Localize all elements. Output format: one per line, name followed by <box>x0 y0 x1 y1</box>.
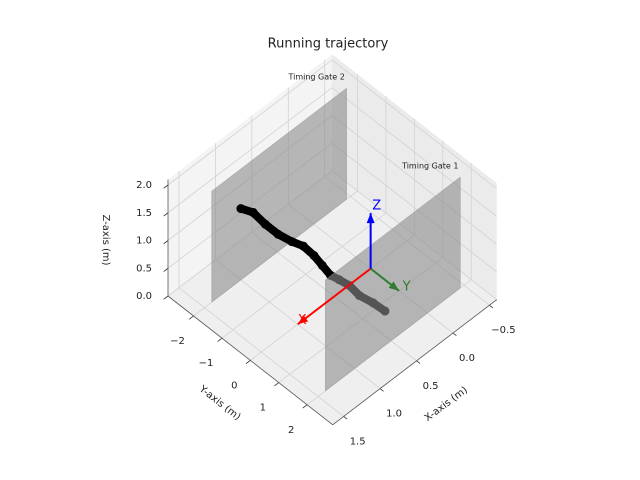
chart-title: Running trajectory <box>268 37 389 52</box>
z-tick-label: 0.0 <box>136 291 152 302</box>
gate-label: Timing Gate 2 <box>287 73 344 82</box>
tick-mark <box>302 404 308 409</box>
arrow-label: X <box>298 313 307 328</box>
z-tick-label: 1.0 <box>136 236 152 247</box>
tick-mark <box>188 315 194 320</box>
y-tick-label: 2 <box>288 425 294 436</box>
grid-line <box>331 87 497 217</box>
axis-line <box>167 295 333 426</box>
y-tick-label: 0 <box>231 380 237 391</box>
tick-mark <box>163 212 169 217</box>
trajectory-point <box>248 207 258 217</box>
tick-mark <box>245 360 251 365</box>
x-tick-label: 1.0 <box>386 409 402 420</box>
tick-mark <box>217 337 223 342</box>
y-tick-label: −1 <box>199 358 214 369</box>
tick-mark <box>163 184 169 189</box>
x-tick-label: 0.5 <box>423 381 439 392</box>
grid-line <box>331 115 497 245</box>
grid-line <box>221 212 387 339</box>
grid-line <box>331 59 497 189</box>
z-axis-label: Z-axis (m) <box>100 214 111 265</box>
trajectory-point <box>236 204 246 214</box>
arrow-label: Z <box>372 199 381 214</box>
arrow-head <box>388 281 400 291</box>
tick-mark <box>379 388 384 392</box>
trajectory-point <box>260 219 270 229</box>
x-tick-label: −0.5 <box>491 325 515 336</box>
tick-mark <box>163 295 169 300</box>
timing-gate <box>211 87 347 303</box>
tick-mark <box>416 360 421 364</box>
z-tick-label: 0.5 <box>136 263 152 274</box>
trajectory-point <box>317 260 327 270</box>
z-tick-label: 2.0 <box>136 180 152 191</box>
trajectory-point <box>273 229 283 239</box>
tick-mark <box>163 240 169 245</box>
grid-line <box>331 142 497 273</box>
tick-mark <box>274 382 280 387</box>
tick-mark <box>163 267 169 272</box>
x-tick-label: 0.0 <box>459 353 475 364</box>
axis-arrow <box>297 267 372 326</box>
x-tick-label: 1.5 <box>350 436 366 447</box>
arrow-head <box>297 314 309 325</box>
tick-mark <box>489 304 494 309</box>
trajectory-point <box>309 251 319 261</box>
trajectory-point <box>287 237 297 247</box>
y-tick-label: 1 <box>260 403 266 414</box>
trajectory-point <box>298 241 308 251</box>
tick-mark <box>343 416 348 420</box>
z-tick-label: 1.5 <box>136 208 152 219</box>
tick-mark <box>452 332 457 336</box>
arrow-label: Y <box>402 280 411 295</box>
axis-line <box>332 299 497 426</box>
arrow-head <box>366 213 375 224</box>
gate-label: Timing Gate 1 <box>401 162 458 171</box>
grid-line <box>167 87 333 214</box>
grid-line <box>167 59 333 186</box>
y-tick-label: −2 <box>170 336 185 347</box>
